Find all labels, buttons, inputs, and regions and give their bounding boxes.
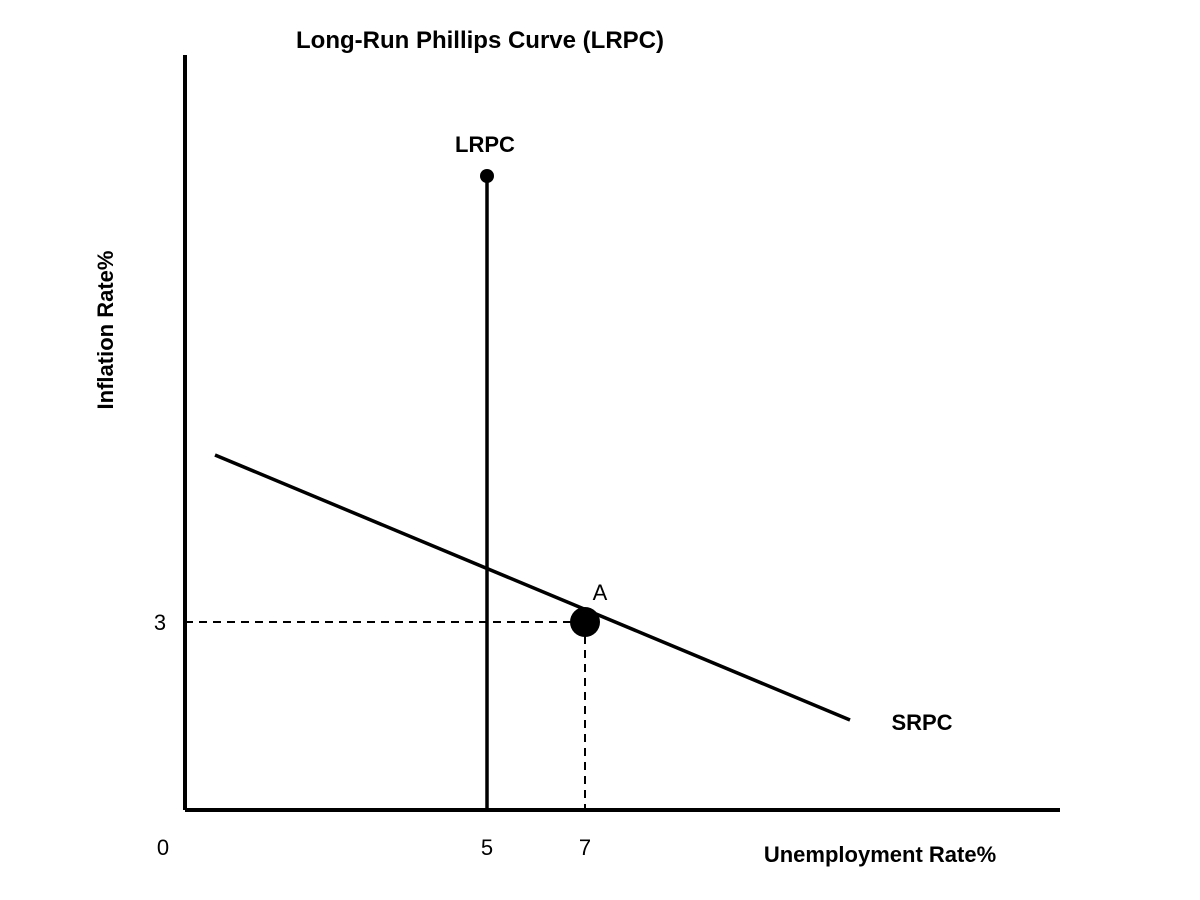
y-tick-3: 3: [154, 610, 166, 635]
x-tick-7: 7: [579, 835, 591, 860]
point-a-marker: [570, 607, 600, 637]
chart-svg: Long-Run Phillips Curve (LRPC) Inflation…: [0, 0, 1200, 900]
y-axis-label: Inflation Rate%: [93, 251, 118, 410]
lrpc-endpoint-dot: [480, 169, 494, 183]
chart-title: Long-Run Phillips Curve (LRPC): [296, 27, 664, 54]
point-a-label: A: [593, 580, 608, 605]
phillips-curve-chart: Long-Run Phillips Curve (LRPC) Inflation…: [0, 0, 1200, 900]
origin-label: 0: [157, 835, 169, 860]
lrpc-label: LRPC: [455, 132, 515, 157]
srpc-label: SRPC: [891, 710, 952, 735]
srpc-line: [215, 455, 850, 720]
x-tick-5: 5: [481, 835, 493, 860]
x-axis-label: Unemployment Rate%: [764, 842, 996, 867]
